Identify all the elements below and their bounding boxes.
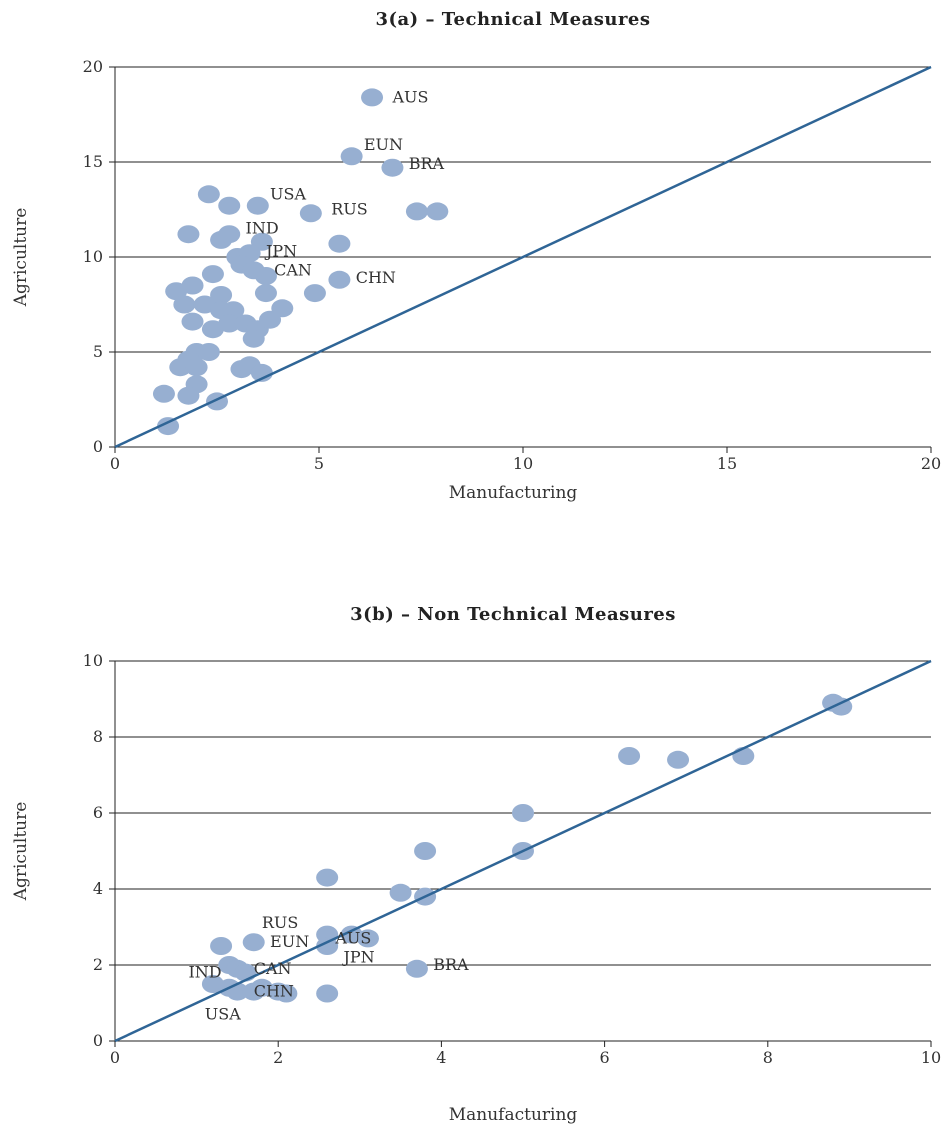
y-tick-label: 10	[83, 247, 103, 266]
data-point	[210, 937, 233, 955]
x-tick-label: 2	[273, 1048, 283, 1067]
data-point	[210, 286, 233, 304]
data-point	[618, 747, 641, 765]
y-tick-label: 8	[93, 727, 103, 746]
data-point	[185, 358, 208, 377]
x-tick-label: 8	[763, 1048, 773, 1067]
data-point	[181, 312, 204, 331]
y-tick-label: 2	[93, 955, 103, 974]
data-point	[218, 225, 241, 244]
data-point	[177, 225, 200, 244]
data-point	[299, 204, 322, 223]
y-tick-label: 15	[83, 152, 103, 171]
data-point	[389, 883, 412, 902]
point-label-ind: IND	[246, 219, 279, 238]
x-tick-label: 10	[513, 454, 533, 473]
data-point	[426, 202, 449, 221]
chart-title: 3(a) – Technical Measures	[375, 9, 650, 30]
data-point	[667, 750, 690, 769]
point-label-ind: IND	[188, 963, 221, 982]
y-tick-label: 4	[93, 879, 103, 898]
data-point	[414, 842, 437, 860]
point-label-chn: CHN	[356, 268, 396, 287]
point-label-jpn: JPN	[341, 947, 374, 966]
data-point	[242, 933, 265, 952]
y-axis-label: Agriculture	[11, 802, 31, 902]
data-point	[303, 284, 326, 303]
x-tick-label: 10	[921, 1048, 941, 1067]
point-label-bra: BRA	[409, 154, 445, 173]
x-tick-label: 15	[717, 454, 737, 473]
point-label-rus: RUS	[262, 913, 299, 932]
data-point	[275, 984, 298, 1003]
y-tick-label: 5	[93, 342, 103, 361]
data-point	[405, 959, 428, 978]
data-point	[316, 937, 339, 955]
point-label-aus: AUS	[391, 87, 428, 106]
point-label-aus: AUS	[334, 928, 371, 947]
chart-technical-measures: 3(a) – Technical Measures 0 5 10 15 20 0 5 10 15 2…	[11, 9, 941, 503]
point-label-chn: CHN	[254, 982, 294, 1001]
data-point	[242, 982, 265, 1001]
point-label-eun: EUN	[270, 932, 309, 951]
y-axis-label: Agriculture	[11, 208, 31, 308]
data-point	[242, 329, 265, 348]
point-label-can: CAN	[274, 260, 312, 279]
data-point	[356, 929, 379, 948]
y-tick-label: 0	[93, 437, 103, 456]
data-point	[316, 868, 339, 887]
x-tick-label: 0	[110, 454, 120, 473]
data-point	[512, 804, 534, 822]
data-point	[173, 295, 196, 314]
data-point	[218, 314, 241, 333]
x-tick-label: 0	[110, 1048, 120, 1067]
x-tick-label: 4	[436, 1048, 446, 1067]
y-tick-label: 0	[93, 1031, 103, 1050]
data-point	[165, 282, 188, 301]
data-point	[218, 196, 241, 215]
y-tick-label: 10	[83, 651, 103, 670]
data-point	[316, 984, 339, 1003]
data-point	[361, 88, 384, 107]
point-label-can: CAN	[254, 959, 292, 978]
data-point	[157, 417, 180, 436]
point-label-bra: BRA	[433, 955, 469, 974]
point-label-usa: USA	[270, 184, 306, 203]
x-tick-label: 6	[600, 1048, 610, 1067]
data-point	[197, 185, 220, 204]
point-label-jpn: JPN	[264, 241, 297, 260]
data-point	[197, 343, 220, 361]
point-label-usa: USA	[205, 1004, 241, 1023]
data-point	[177, 386, 200, 405]
data-point	[340, 147, 363, 166]
x-axis-label: Manufacturing	[449, 1105, 578, 1125]
data-point	[254, 284, 277, 303]
data-point	[246, 196, 269, 215]
point-label-rus: RUS	[331, 200, 368, 219]
data-point	[830, 697, 853, 716]
data-point	[254, 267, 277, 285]
chart-title: 3(b) – Non Technical Measures	[350, 604, 676, 625]
y-tick-label: 6	[93, 803, 103, 822]
chart-non-technical-measures: 3(b) – Non Technical Measures 0 2 4 6 8 10 0 2 4 6…	[11, 604, 941, 1125]
reference-line	[114, 659, 932, 1043]
y-tick-label: 20	[83, 57, 103, 76]
data-point	[201, 265, 224, 284]
x-tick-label: 20	[921, 454, 941, 473]
data-point	[328, 270, 351, 289]
data-point	[405, 202, 428, 221]
data-point	[328, 234, 351, 253]
data-point	[152, 384, 175, 403]
x-tick-label: 5	[314, 454, 324, 473]
reference-line	[114, 65, 932, 449]
data-point	[169, 358, 192, 377]
x-axis-label: Manufacturing	[449, 483, 578, 503]
data-point	[381, 158, 404, 177]
data-point	[259, 310, 282, 329]
point-label-eun: EUN	[364, 135, 403, 154]
